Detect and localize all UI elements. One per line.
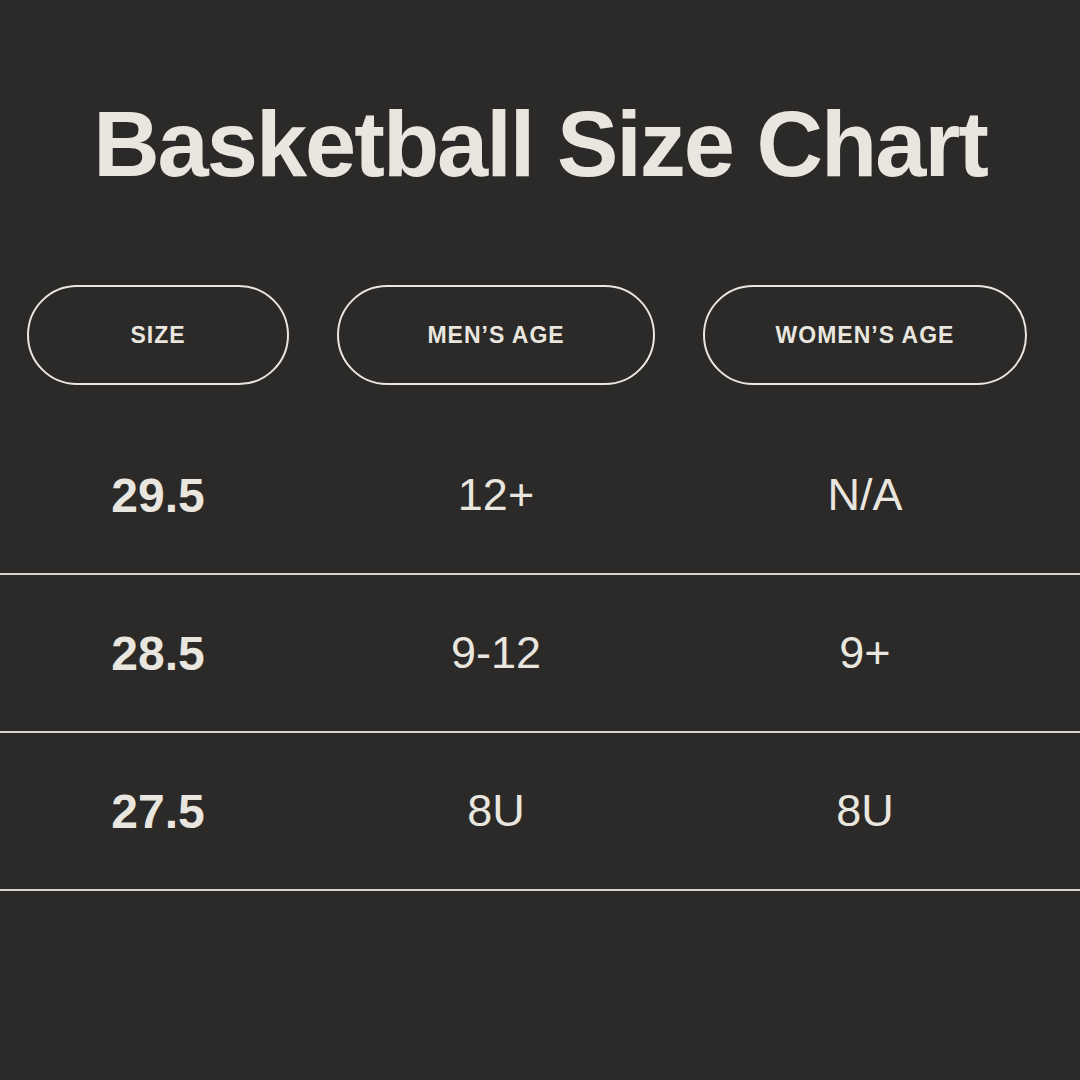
cell-mens-age: 8U: [337, 785, 655, 837]
header-label-womens-age: WOMEN’S AGE: [776, 322, 955, 349]
header-pill-size: SIZE: [27, 285, 289, 385]
cell-womens-age: N/A: [703, 469, 1027, 521]
cell-womens-age: 9+: [703, 627, 1027, 679]
header-pill-mens-age: MEN’S AGE: [337, 285, 655, 385]
size-table: 29.5 12+ N/A 28.5 9-12 9+ 27.5 8U 8U: [0, 417, 1080, 891]
cell-mens-age: 9-12: [337, 627, 655, 679]
table-header-row: SIZE MEN’S AGE WOMEN’S AGE: [0, 285, 1080, 385]
header-pill-womens-age: WOMEN’S AGE: [703, 285, 1027, 385]
cell-size: 28.5: [27, 626, 289, 681]
basketball-size-chart: Basketball Size Chart SIZE MEN’S AGE WOM…: [0, 0, 1080, 1080]
header-label-mens-age: MEN’S AGE: [427, 322, 564, 349]
cell-size: 27.5: [27, 784, 289, 839]
table-row: 28.5 9-12 9+: [0, 575, 1080, 733]
page-title: Basketball Size Chart: [0, 0, 1080, 190]
header-label-size: SIZE: [130, 322, 185, 349]
table-row: 29.5 12+ N/A: [0, 417, 1080, 575]
cell-mens-age: 12+: [337, 469, 655, 521]
table-row: 27.5 8U 8U: [0, 733, 1080, 891]
cell-size: 29.5: [27, 468, 289, 523]
cell-womens-age: 8U: [703, 785, 1027, 837]
